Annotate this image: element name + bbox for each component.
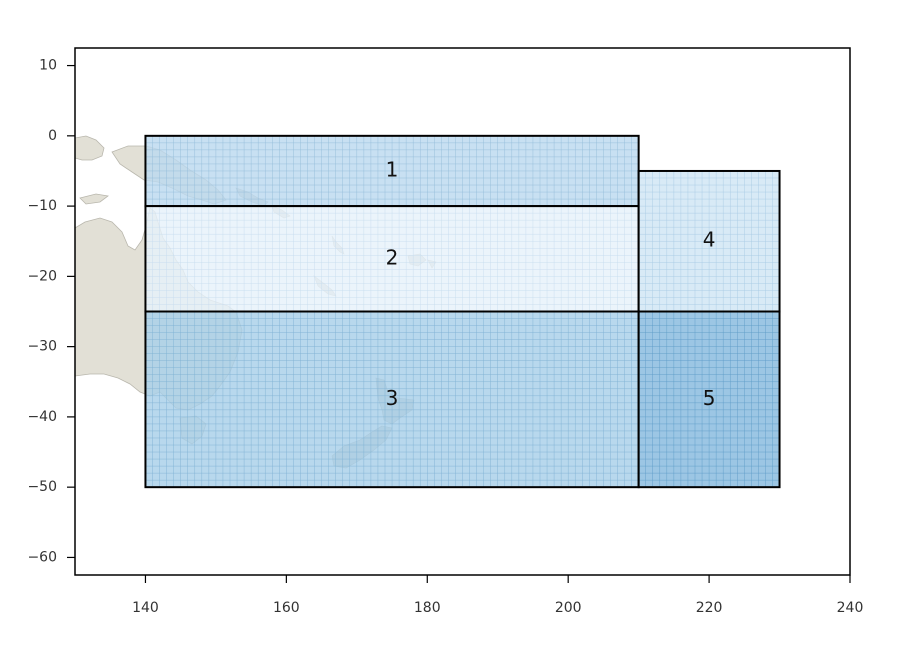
y-tick-label: −50 <box>27 479 57 495</box>
region-4-grid <box>638 170 780 312</box>
region-5: 5 <box>637 310 781 489</box>
x-tick-label: 160 <box>273 600 300 616</box>
region-label-2: 2 <box>386 245 399 269</box>
y-tick-label: −40 <box>27 409 57 425</box>
y-tick-label: 10 <box>39 58 57 74</box>
region-label-1: 1 <box>386 157 399 181</box>
y-axis: 10 0 −10 −20 −30 −40 −50 −60 <box>27 58 75 565</box>
region-3: 3 <box>144 310 640 489</box>
region-5-grid <box>638 311 780 488</box>
x-tick-label: 180 <box>414 600 441 616</box>
region-1: 1 <box>144 134 640 208</box>
regions-layer: 1 2 3 4 5 <box>144 134 781 489</box>
timor-island <box>79 193 109 205</box>
region-3-grid <box>145 311 639 488</box>
x-tick-label: 140 <box>132 600 159 616</box>
region-4: 4 <box>637 169 781 313</box>
region-label-4: 4 <box>703 228 716 252</box>
region-1-grid <box>145 135 639 207</box>
x-tick-label: 200 <box>555 600 582 616</box>
y-tick-label: −60 <box>27 549 57 565</box>
region-5-border <box>637 310 781 489</box>
plot-frame <box>74 47 851 576</box>
plot-area: 1 2 3 4 5 <box>75 134 781 489</box>
y-tick-label: −20 <box>27 268 57 284</box>
y-tick-label: −30 <box>27 339 57 355</box>
region-label-3: 3 <box>386 386 399 410</box>
region-2-grid <box>145 206 639 312</box>
x-tick-label: 240 <box>837 600 864 616</box>
y-tick-label: −10 <box>27 198 57 214</box>
x-tick-label: 220 <box>696 600 723 616</box>
y-tick-label: 0 <box>48 128 57 144</box>
x-axis: 140 160 180 200 220 240 <box>132 575 863 616</box>
region-label-5: 5 <box>703 386 716 410</box>
maritime-southeast-asia <box>75 135 105 161</box>
region-2: 2 <box>144 205 640 313</box>
